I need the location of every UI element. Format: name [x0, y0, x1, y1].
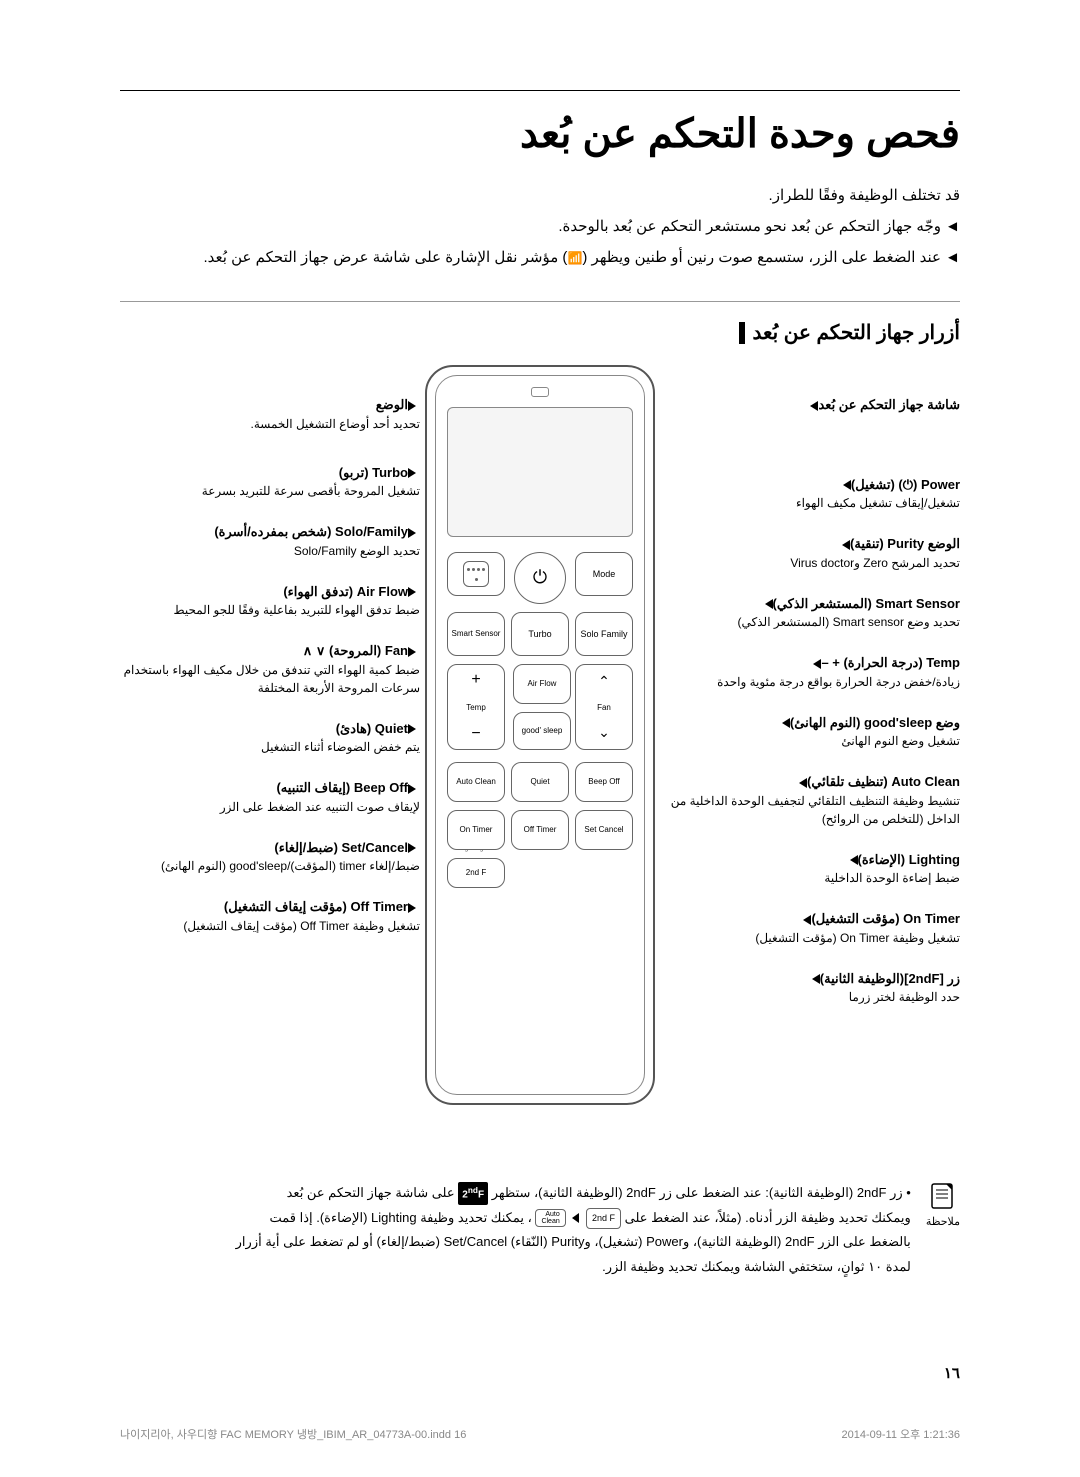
note-line4: لمدة ١٠ ثوانٍ، ستختفي الشاشة ويمكنك تحدي…	[236, 1255, 911, 1280]
intro-line1: قد تختلف الوظيفة وفقًا للطراز.	[120, 182, 960, 209]
arrow-icon	[408, 468, 416, 478]
arrow-icon	[408, 843, 416, 853]
down-icon: ⌄	[598, 724, 610, 741]
note-line2: ويمكنك تحديد وظيفة الزر أدناه. (مثلاً، ع…	[236, 1206, 911, 1231]
button-row: 2nd F	[447, 858, 633, 888]
arrow-icon	[408, 903, 416, 913]
button-row: Smart Sensor Turbo Solo Family	[447, 612, 633, 656]
note-label: ملاحظة	[926, 1216, 960, 1228]
arrow-icon	[408, 401, 416, 411]
triangle-icon	[572, 1213, 579, 1223]
page-number: ١٦	[944, 1364, 960, 1382]
arrow-icon	[765, 599, 773, 609]
label-secondf: زر [2ndF](الوظيفة الثانية) حدد الوظيفة ل…	[660, 969, 960, 1007]
button-row: ⏻ Mode	[447, 552, 633, 604]
goodsleep-button: good' sleep	[513, 712, 571, 750]
mode-button: Mode	[575, 552, 633, 596]
note-line1: • زر 2ndF (الوظيفة الثانية): عند الضغط ع…	[236, 1181, 911, 1206]
secondf-kbd: 2nd F	[586, 1208, 621, 1229]
note-line3: بالضغط على الزر 2ndF (الوظيفة الثانية)، …	[236, 1230, 911, 1255]
intro-text: قد تختلف الوظيفة وفقًا للطراز. ◄ وجّه جه…	[120, 182, 960, 271]
label-smart: Smart Sensor (المستشعر الذكي) تحديد وضع …	[660, 594, 960, 632]
label-screen: شاشة جهاز التحكم عن بُعد	[660, 395, 960, 415]
note-section: ملاحظة • زر 2ndF (الوظيفة الثانية): عند …	[120, 1180, 960, 1280]
label-beep: Beep Off (إيقاف التنبيه) لإيقاف صوت التن…	[120, 778, 420, 816]
smart-sensor-button: Smart Sensor	[447, 612, 505, 656]
solo-family-button: Solo Family	[575, 612, 633, 656]
intro-line3: ◄ عند الضغط على الزر، ستسمع صوت رنين أو …	[120, 244, 960, 271]
beepoff-button: Beep Off	[575, 762, 633, 802]
footer-file: 나이지리아, 사우디향 FAC MEMORY 냉방_IBIM_AR_04773A…	[120, 1426, 466, 1442]
arrow-icon	[782, 718, 790, 728]
manual-page: فحص وحدة التحكم عن بُعد قد تختلف الوظيفة…	[0, 0, 1080, 1477]
minus-icon: −	[471, 725, 480, 743]
secondf-badge: 2ndF	[458, 1182, 488, 1205]
label-offtimer: Off Timer (مؤقت إيقاف التشغيل) تشغيل وظي…	[120, 897, 420, 935]
turbo-button: Turbo	[511, 612, 569, 656]
setcancel-button: Set Cancel	[575, 810, 633, 850]
label-set: Set/Cancel (ضبط/إلغاء) ضبط/إلغاء timer (…	[120, 838, 420, 876]
remote-diagram: الوضع تحديد أحد أوضاع التشغيل الخمسة. Tu…	[120, 365, 960, 1145]
ontimer-button: On Timer	[447, 810, 505, 850]
remote-screen	[447, 407, 633, 537]
arrow-icon	[799, 778, 807, 788]
print-footer: 나이지리아, 사우디향 FAC MEMORY 냉방_IBIM_AR_04773A…	[0, 1426, 1080, 1442]
label-turbo: Turbo (تربو) تشغيل المروحة بأقصى سرعة لل…	[120, 463, 420, 501]
autoclean-kbd: AutoClean	[535, 1209, 565, 1227]
arrow-icon	[408, 784, 416, 794]
footer-date: 2014-09-11 오후 1:21:36	[841, 1426, 960, 1442]
secondf-button: 2nd F	[447, 858, 505, 888]
subtitle-wrap: أزرار جهاز التحكم عن بُعد	[120, 301, 960, 345]
note-text: • زر 2ndF (الوظيفة الثانية): عند الضغط ع…	[236, 1181, 911, 1280]
section-subtitle: أزرار جهاز التحكم عن بُعد	[739, 320, 960, 345]
up-icon: ⌃	[598, 673, 610, 690]
purity-button	[447, 552, 505, 596]
signal-icon: 📶	[567, 251, 582, 265]
label-temp: Temp (درجة الحرارة) + – زيادة/خفض درجة ا…	[660, 653, 960, 691]
label-power: Power (⏻) (تشغيل) تشغيل/إيقاف تشغيل مكيف…	[660, 475, 960, 513]
intro-line2: ◄ وجّه جهاز التحكم عن بُعد نحو مستشعر ال…	[120, 213, 960, 240]
arrow-icon	[408, 528, 416, 538]
arrow-icon	[408, 647, 416, 657]
label-lighting: Lighting (الإضاءة) ضبط إضاءة الوحدة الدا…	[660, 850, 960, 888]
label-airflow: Air Flow (تدفق الهواء) ضبط تدفق الهواء ل…	[120, 582, 420, 620]
note-svg-icon	[928, 1181, 958, 1211]
arrow-icon	[408, 587, 416, 597]
label-solo: Solo/Family (شخص بمفرده/أسرة) تحديد الوض…	[120, 522, 420, 560]
temp-button: + Temp −	[447, 664, 505, 750]
autoclean-button: Auto Clean	[447, 762, 505, 802]
airflow-button: Air Flow	[513, 664, 571, 704]
offtimer-button: Off Timer	[511, 810, 569, 850]
plus-icon: +	[471, 671, 480, 689]
arrow-icon	[408, 724, 416, 734]
power-button: ⏻	[514, 552, 566, 604]
arrow-icon	[842, 540, 850, 550]
label-mode: الوضع تحديد أحد أوضاع التشغيل الخمسة.	[120, 395, 420, 433]
arrow-icon	[850, 855, 858, 865]
arrow-icon	[812, 974, 820, 984]
top-divider	[120, 90, 960, 91]
remote-body: WPS Wi-Fi Lighting ⏻ Mode Smart Sensor T…	[425, 365, 655, 1105]
label-fan: Fan (المروحة) ∨ ∧ ضبط كمية الهواء التي ت…	[120, 641, 420, 697]
label-goodsleep: وضع good'sleep (النوم الهانئ) تشغيل وضع …	[660, 713, 960, 751]
remote-led	[531, 387, 549, 397]
page-title: فحص وحدة التحكم عن بُعد	[120, 111, 960, 157]
fan-button: ⌃ Fan ⌄	[575, 664, 633, 750]
quiet-button: Quiet	[511, 762, 569, 802]
button-row: + Temp − Air Flow good' sleep ⌃ Fan ⌄	[447, 664, 633, 754]
button-row: On Timer Off Timer Set Cancel	[447, 810, 633, 850]
arrow-icon	[843, 480, 851, 490]
label-ontimer: On Timer (مؤقت التشغيل) تشغيل وظيفة On T…	[660, 909, 960, 947]
label-quiet: Quiet (هادئ) يتم خفض الضوضاء أثناء التشغ…	[120, 719, 420, 757]
remote-buttons: ⏻ Mode Smart Sensor Turbo Solo Family + …	[447, 552, 633, 888]
purity-icon	[463, 561, 489, 587]
labels-right-column: شاشة جهاز التحكم عن بُعد Power (⏻) (تشغي…	[660, 395, 960, 1028]
note-icon: ملاحظة	[926, 1181, 960, 1280]
button-row: Auto Clean Quiet Beep Off	[447, 762, 633, 802]
label-autoclean: Auto Clean (تنظيف تلقائي) تنشيط وظيفة ال…	[660, 772, 960, 828]
labels-left-column: الوضع تحديد أحد أوضاع التشغيل الخمسة. Tu…	[120, 395, 420, 957]
label-purity: الوضع Purity (تنقية) تحديد المرشح Zero و…	[660, 534, 960, 572]
